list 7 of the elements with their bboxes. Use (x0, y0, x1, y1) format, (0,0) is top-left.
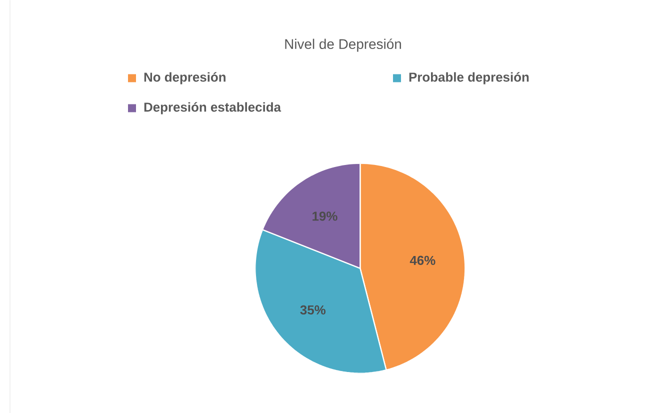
data-label: 46% (410, 256, 436, 265)
data-label: 19% (312, 211, 338, 221)
chart-title: Nivel de Depresión (285, 38, 401, 52)
legend-label: Probable depresión (409, 72, 529, 84)
data-label: 35% (300, 305, 326, 314)
legend-label: No depresión (144, 72, 226, 84)
legend-label: Depresión establecida (144, 102, 282, 114)
